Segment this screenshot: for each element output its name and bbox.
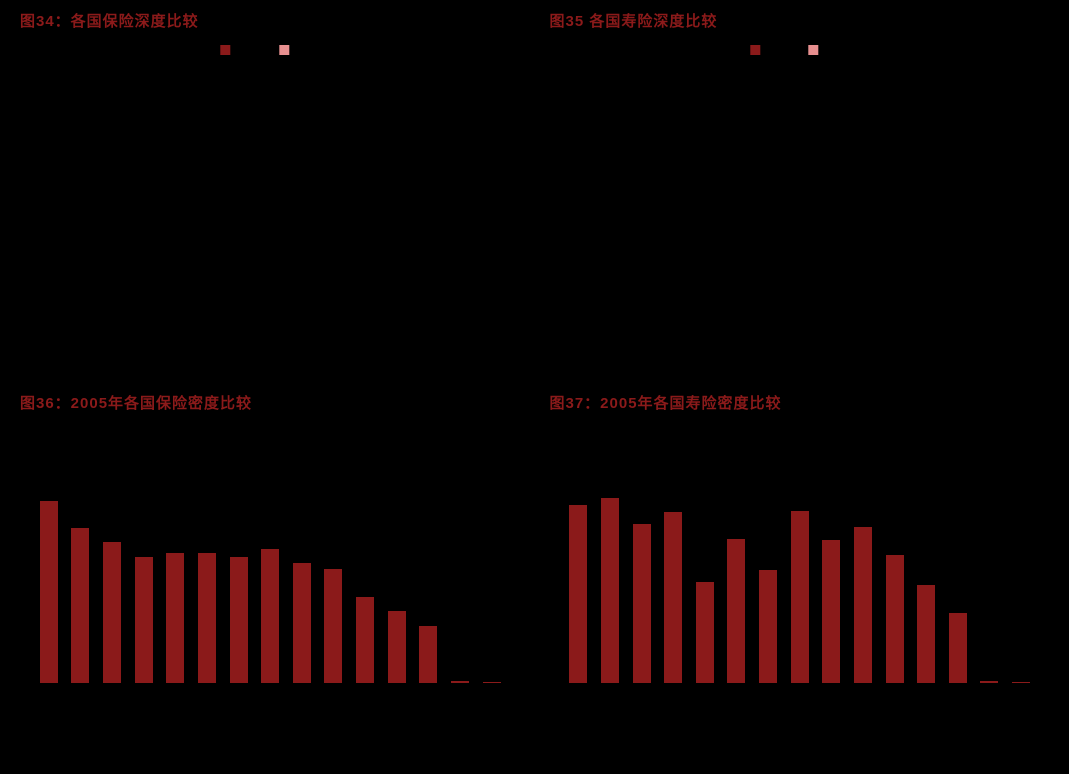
bar: 3389 xyxy=(324,569,342,683)
chart-area-c34: 2004 2005 xyxy=(28,69,512,302)
bar: 3875 xyxy=(166,553,184,683)
chart-grid: 图34：各国保险深度比较 2004 2005 图35 各国寿险深度比较 xyxy=(0,0,1069,774)
chart-area-c36: 4599 4177 3746 3875 3876 3739 3985 3568 3389 2545… xyxy=(28,481,512,684)
bar: 22 xyxy=(483,682,501,683)
panel-c34: 图34：各国保险深度比较 2004 2005 xyxy=(20,10,520,382)
bar-value-label: 4177 xyxy=(99,526,126,540)
title-c34: 图34：各国保险深度比较 xyxy=(20,10,520,31)
bar: 1699 xyxy=(917,585,935,683)
bar: 3746 xyxy=(135,557,153,683)
bar-value-label: 2474 xyxy=(818,524,845,538)
bar: 3876 xyxy=(198,553,216,683)
bar: 4177 xyxy=(103,542,121,683)
bar-value-label: 2988 xyxy=(786,495,813,509)
bar xyxy=(40,501,58,683)
bar: 1706 xyxy=(419,626,437,683)
bars-c37: 3078 2760 2956 1753 2490 1954 2988 2474 2708 2213… xyxy=(559,481,1042,683)
bars-c34 xyxy=(29,69,512,301)
bar-value-label: 2213 xyxy=(881,539,908,553)
legend-swatch-2005 xyxy=(809,45,819,55)
bar-value-label: 2708 xyxy=(850,511,877,525)
bar: 30 xyxy=(980,681,998,683)
panel-c37: 图37：2005年各国寿险密度比较 3078 2760 2956 1753 2490 19… xyxy=(550,392,1050,764)
bar-value-label: 3389 xyxy=(320,553,347,567)
legend-item-2004: 2004 xyxy=(221,43,262,57)
panel-c36: 图36：2005年各国保险密度比较 4599 4177 3746 3875 3876 37… xyxy=(20,392,520,764)
bar: 3078 xyxy=(569,505,587,683)
bar: 3739 xyxy=(230,557,248,683)
bar: 3985 xyxy=(261,549,279,683)
bar-value-label: 1706 xyxy=(415,610,442,624)
bar-value-label: 1954 xyxy=(755,554,782,568)
bar-value-label: 1753 xyxy=(691,566,718,580)
bar-value-label: 1699 xyxy=(913,569,940,583)
title-c36: 图36：2005年各国保险密度比较 xyxy=(20,392,520,413)
bar-value-label: 3875 xyxy=(162,537,189,551)
bar: 2213 xyxy=(886,555,904,683)
bar: 46 xyxy=(451,681,469,683)
legend-c34: 2004 2005 xyxy=(221,43,320,57)
bar-value-label: 3739 xyxy=(225,541,252,555)
bar: 2474 xyxy=(822,540,840,683)
bar: 3568 xyxy=(293,563,311,683)
chart-area-c35: 2004 2005 xyxy=(558,69,1042,302)
legend-item-2004: 2004 xyxy=(750,43,791,57)
bar: 4599 xyxy=(71,528,89,683)
bar-value-label: 3876 xyxy=(194,537,221,551)
legend-swatch-2005 xyxy=(279,45,289,55)
bar: 2545 xyxy=(356,597,374,683)
legend-label-2005: 2005 xyxy=(293,43,320,57)
legend-label-2005: 2005 xyxy=(823,43,850,57)
bar-value-label: 2956 xyxy=(660,496,687,510)
bar: 2956 xyxy=(664,512,682,683)
bars-c36: 4599 4177 3746 3875 3876 3739 3985 3568 3389 2545… xyxy=(29,481,512,683)
bar-value-label: 30 xyxy=(983,665,996,679)
panel-c35: 图35 各国寿险深度比较 2004 2005 xyxy=(550,10,1050,382)
bar-value-label: 1210 xyxy=(944,597,971,611)
title-c35: 图35 各国寿险深度比较 xyxy=(550,10,1050,31)
bar-value-label: 2760 xyxy=(628,508,655,522)
bar-value-label: 2545 xyxy=(352,581,379,595)
bars-c35 xyxy=(559,69,1042,301)
bar xyxy=(601,498,619,683)
bar-value-label: 18 xyxy=(1014,666,1027,680)
legend-swatch-2004 xyxy=(750,45,760,55)
bar-value-label: 2145 xyxy=(383,595,410,609)
bar: 18 xyxy=(1012,682,1030,683)
legend-swatch-2004 xyxy=(221,45,231,55)
chart-area-c37: 3078 2760 2956 1753 2490 1954 2988 2474 2708 2213… xyxy=(558,481,1042,684)
legend-item-2005: 2005 xyxy=(809,43,850,57)
legend-c35: 2004 2005 xyxy=(750,43,849,57)
legend-label-2004: 2004 xyxy=(764,43,791,57)
bar-value-label: 3746 xyxy=(130,541,157,555)
title-c37: 图37：2005年各国寿险密度比较 xyxy=(550,392,1050,413)
bar-value-label: 46 xyxy=(453,665,466,679)
bar: 2708 xyxy=(854,527,872,683)
bar-value-label: 3985 xyxy=(257,533,284,547)
bar: 2145 xyxy=(388,611,406,683)
bar-value-label: 3568 xyxy=(288,547,315,561)
bar: 1210 xyxy=(949,613,967,683)
bar-value-label: 2490 xyxy=(723,523,750,537)
bar: 2988 xyxy=(791,511,809,683)
bar: 1753 xyxy=(696,582,714,683)
bar-value-label: 22 xyxy=(485,666,498,680)
legend-item-2005: 2005 xyxy=(279,43,320,57)
bar-value-label: 4599 xyxy=(67,512,94,526)
bar: 1954 xyxy=(759,570,777,683)
bar-value-label: 3078 xyxy=(565,489,592,503)
legend-label-2004: 2004 xyxy=(235,43,262,57)
bar: 2490 xyxy=(727,539,745,683)
bar: 2760 xyxy=(633,524,651,683)
